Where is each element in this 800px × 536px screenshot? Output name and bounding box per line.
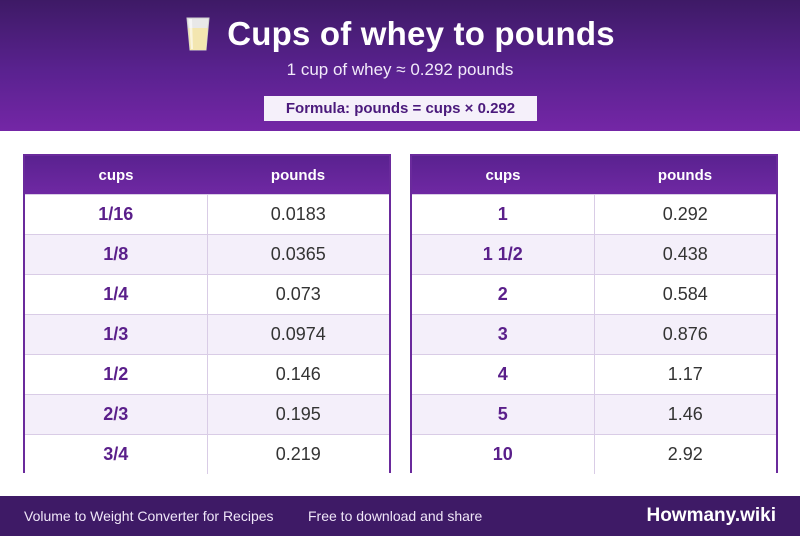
table-row: 3/4 0.219 (25, 434, 389, 474)
formula-badge: Formula: pounds = cups × 0.292 (264, 96, 537, 121)
pounds-cell: 2.92 (667, 444, 703, 464)
table-row: 2/3 0.195 (25, 394, 389, 434)
pounds-cell: 1.46 (667, 404, 703, 424)
cups-cell: 1 (412, 195, 595, 234)
pounds-cell: 1.17 (667, 364, 703, 384)
cups-cell: 10 (412, 435, 595, 474)
table-row: 3 0.876 (412, 314, 776, 354)
brand-logo[interactable]: Howmany.wiki (646, 505, 776, 526)
title-row: Cups of whey to pounds (0, 14, 800, 54)
table-header: cups pounds (412, 156, 776, 194)
table-row: 1/3 0.0974 (25, 314, 389, 354)
cups-cell: 1/4 (25, 275, 208, 314)
cups-cell: 2/3 (25, 395, 208, 434)
table-row: 1 1/2 0.438 (412, 234, 776, 274)
conversion-table-right: cups pounds 1 0.292 1 1/2 0.438 2 0.584 3 0.… (410, 154, 778, 474)
footer-tagline: Volume to Weight Converter for Recipes (24, 508, 274, 524)
header: Cups of whey to pounds 1 cup of whey ≈ 0… (0, 0, 800, 131)
footer: Volume to Weight Converter for Recipes F… (0, 496, 800, 536)
conversion-table-left: cups pounds 1/16 0.0183 1/8 0.0365 1/4 0.07… (23, 154, 391, 474)
pounds-cell: 0.876 (662, 324, 708, 344)
subtitle: 1 cup of whey ≈ 0.292 pounds (286, 60, 514, 79)
pounds-cell: 0.0974 (270, 324, 326, 344)
table-row: 1/4 0.073 (25, 274, 389, 314)
cups-cell: 1/3 (25, 315, 208, 354)
column-header-pounds: pounds (657, 166, 713, 184)
table-row: 1 0.292 (412, 194, 776, 234)
pounds-cell: 0.195 (275, 404, 321, 424)
cups-cell: 1/16 (25, 195, 208, 234)
cups-cell: 3/4 (25, 435, 208, 474)
cups-cell: 2 (412, 275, 595, 314)
pounds-cell: 0.438 (662, 244, 708, 264)
cups-cell: 1/8 (25, 235, 208, 274)
pounds-cell: 0.0183 (270, 204, 326, 224)
table-row: 1/16 0.0183 (25, 194, 389, 234)
table-row: 5 1.46 (412, 394, 776, 434)
pounds-cell: 0.584 (662, 284, 708, 304)
pounds-cell: 0.146 (275, 364, 321, 384)
cups-cell: 3 (412, 315, 595, 354)
cups-cell: 5 (412, 395, 595, 434)
pounds-cell: 0.292 (662, 204, 708, 224)
column-header-cups: cups (98, 166, 134, 184)
table-row: 4 1.17 (412, 354, 776, 394)
page-title: Cups of whey to pounds (227, 15, 615, 52)
cups-cell: 1/2 (25, 355, 208, 394)
pounds-cell: 0.219 (275, 444, 321, 464)
table-row: 1/8 0.0365 (25, 234, 389, 274)
footer-note: Free to download and share (308, 508, 483, 524)
table-row: 1/2 0.146 (25, 354, 389, 394)
table-header: cups pounds (25, 156, 389, 194)
pounds-cell: 0.073 (275, 284, 321, 304)
table-body: 1/16 0.0183 1/8 0.0365 1/4 0.073 1/3 0.0974 … (25, 194, 389, 474)
pounds-cell: 0.0365 (270, 244, 326, 264)
column-header-cups: cups (485, 166, 521, 184)
column-header-pounds: pounds (270, 166, 326, 184)
cups-cell: 1 1/2 (412, 235, 595, 274)
cups-cell: 4 (412, 355, 595, 394)
milk-glass-icon (185, 16, 211, 52)
table-row: 10 2.92 (412, 434, 776, 474)
table-row: 2 0.584 (412, 274, 776, 314)
